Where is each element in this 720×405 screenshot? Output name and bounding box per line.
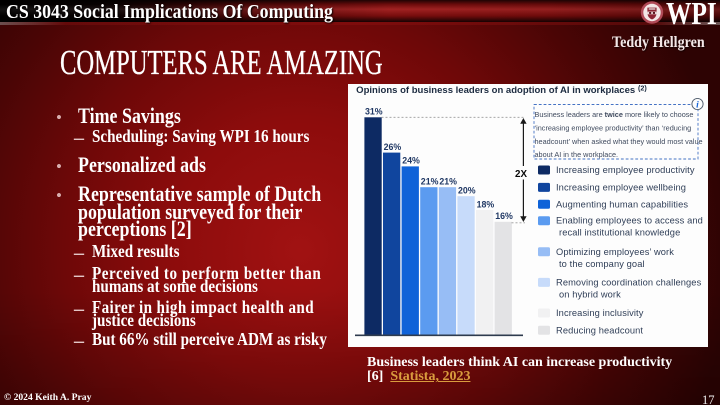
svg-text:Enabling employees to access a: Enabling employees to access and — [556, 216, 703, 226]
svg-text:21%: 21% — [421, 177, 439, 187]
svg-text:18%: 18% — [477, 199, 495, 209]
svg-text:i: i — [696, 100, 699, 110]
svg-text:to the company goal: to the company goal — [559, 259, 645, 269]
svg-text:Augmenting human capabilities: Augmenting human capabilities — [556, 199, 688, 209]
svg-text:Removing coordination challeng: Removing coordination challenges — [556, 277, 702, 287]
svg-text:21%: 21% — [439, 177, 457, 187]
svg-text:Business leaders are twice mor: Business leaders are twice more likely t… — [535, 110, 694, 119]
svg-text:recall institutional knowledge: recall institutional knowledge — [559, 228, 680, 238]
svg-text:headcount’ when asked what the: headcount’ when asked what they would mo… — [535, 137, 703, 146]
svg-text:26%: 26% — [384, 142, 402, 152]
svg-text:Increasing employee wellbeing: Increasing employee wellbeing — [556, 182, 686, 192]
svg-text:(2): (2) — [638, 84, 647, 92]
svg-text:31%: 31% — [365, 107, 383, 117]
svg-text:20%: 20% — [458, 186, 476, 196]
svg-text:Optimizing employees’ work: Optimizing employees’ work — [556, 247, 674, 257]
svg-text:Opinions of business leaders o: Opinions of business leaders on adoption… — [356, 85, 635, 96]
svg-text:2X: 2X — [515, 169, 527, 180]
svg-text:‘increasing employee productiv: ‘increasing employee productivity’ than … — [535, 123, 692, 132]
svg-text:Reducing headcount: Reducing headcount — [556, 325, 643, 335]
svg-text:16%: 16% — [495, 211, 513, 221]
svg-text:on hybrid work: on hybrid work — [559, 290, 621, 300]
svg-text:about AI in the workplace.: about AI in the workplace. — [535, 150, 619, 159]
svg-text:24%: 24% — [402, 156, 420, 166]
svg-text:Increasing employee productivi: Increasing employee productivity — [556, 165, 695, 175]
svg-text:Increasing inclusivity: Increasing inclusivity — [556, 308, 644, 318]
